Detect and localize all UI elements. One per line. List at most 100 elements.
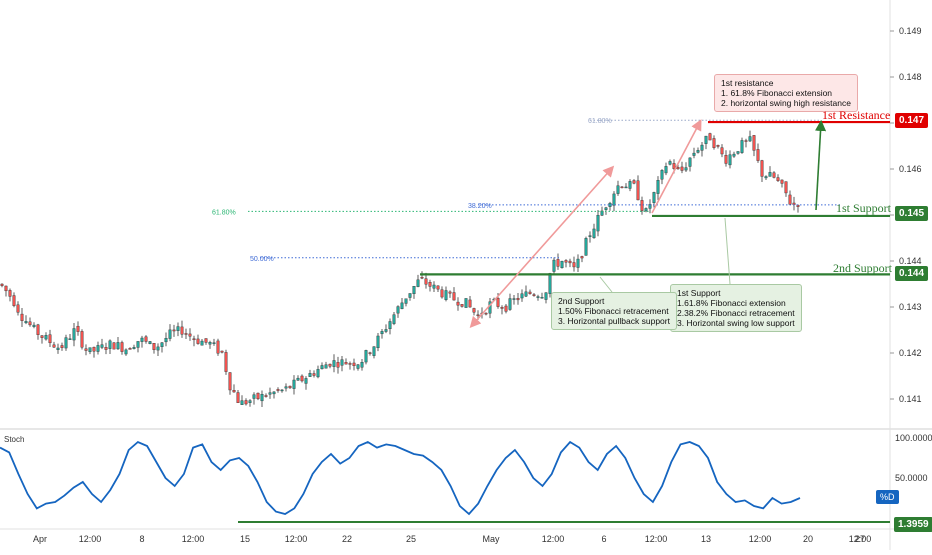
y-tick-label: 0.148 bbox=[899, 72, 922, 82]
candle-body bbox=[752, 135, 756, 151]
candle-body bbox=[244, 400, 248, 405]
candle-body bbox=[364, 350, 368, 363]
candle-body bbox=[292, 379, 296, 389]
support1-note-line: 3. Horizontal swing low support bbox=[677, 318, 795, 328]
candle-body bbox=[536, 296, 540, 298]
candle-body bbox=[228, 372, 232, 391]
support2-note-connector bbox=[599, 276, 613, 293]
candle-body bbox=[40, 335, 44, 338]
candle-body bbox=[108, 340, 112, 349]
candle-body bbox=[84, 348, 88, 351]
candle-body bbox=[580, 256, 584, 259]
candle-body bbox=[672, 163, 676, 169]
candle-body bbox=[404, 298, 408, 304]
candle-body bbox=[576, 258, 580, 268]
candle-body bbox=[764, 176, 768, 179]
candle-body bbox=[184, 333, 188, 335]
candle-body bbox=[196, 338, 200, 344]
candle-body bbox=[164, 338, 168, 343]
candle-body bbox=[28, 321, 32, 326]
support1-note-connector bbox=[724, 217, 731, 285]
y-tick-label: 0.143 bbox=[899, 302, 922, 312]
candle-body bbox=[756, 149, 760, 161]
price-tag-stoch: 1.3959 bbox=[894, 517, 932, 532]
candle-body bbox=[144, 336, 148, 342]
candle-body bbox=[564, 260, 568, 263]
candle-body bbox=[176, 326, 180, 331]
x-tick-label: 6 bbox=[601, 534, 606, 544]
support1-note-line: 1.61.8% Fibonacci extension bbox=[677, 298, 786, 308]
candle-body bbox=[212, 342, 216, 344]
candle-body bbox=[784, 181, 788, 194]
candle-body bbox=[664, 166, 668, 174]
candle-body bbox=[512, 298, 516, 300]
candle-body bbox=[240, 400, 244, 405]
candle-body bbox=[628, 181, 632, 189]
x-tick-label: 25 bbox=[406, 534, 416, 544]
stoch-y-tick-label: 100.0000 bbox=[895, 433, 932, 443]
fib-level-label: 38.20% bbox=[468, 203, 492, 210]
support1-note-line: 2.38.2% Fibonacci retracement bbox=[677, 308, 795, 318]
x-tick-label: 12:00 bbox=[79, 534, 102, 544]
candle-body bbox=[528, 291, 532, 294]
x-tick-label: 12:00 bbox=[749, 534, 772, 544]
price-tag-support2: 0.144 bbox=[895, 266, 929, 281]
candle-body bbox=[676, 167, 680, 170]
candle-body bbox=[720, 147, 724, 155]
candle-body bbox=[232, 390, 236, 393]
candle-body bbox=[368, 352, 372, 354]
level-label-1st-resistance: 1st Resistance bbox=[822, 108, 891, 122]
x-tick-label: 8 bbox=[139, 534, 144, 544]
candle-body bbox=[668, 161, 672, 165]
candle-body bbox=[496, 297, 500, 307]
candle-body bbox=[500, 307, 504, 309]
candle-body bbox=[56, 347, 60, 350]
candle-body bbox=[656, 180, 660, 194]
candle-body bbox=[140, 337, 144, 342]
candle-body bbox=[568, 260, 572, 264]
resistance-note-line: 1. 61.8% Fibonacci extension bbox=[721, 88, 833, 98]
x-tick-label: 22 bbox=[342, 534, 352, 544]
candle-body bbox=[444, 290, 448, 300]
candle-body bbox=[636, 180, 640, 201]
candle-body bbox=[412, 286, 416, 295]
candle-body bbox=[724, 155, 728, 164]
candle-body bbox=[392, 314, 396, 324]
candle-body bbox=[116, 342, 120, 350]
candle-body bbox=[352, 362, 356, 367]
candle-body bbox=[0, 283, 4, 286]
candle-body bbox=[188, 333, 192, 337]
candle-body bbox=[696, 150, 700, 153]
candle-body bbox=[128, 348, 132, 350]
candle-body bbox=[44, 335, 48, 340]
fib-level-label: 61.80% bbox=[212, 209, 236, 216]
candle-body bbox=[472, 308, 476, 313]
candle-body bbox=[304, 378, 308, 384]
candle-body bbox=[24, 321, 28, 324]
x-tick-label: 12:00 bbox=[849, 534, 872, 544]
candle-body bbox=[52, 344, 56, 348]
y-tick-label: 0.142 bbox=[899, 348, 922, 358]
candle-body bbox=[432, 284, 436, 289]
candle-body bbox=[592, 228, 596, 239]
candle-body bbox=[736, 151, 740, 154]
candle-body bbox=[332, 360, 336, 367]
candle-body bbox=[508, 298, 512, 310]
candle-body bbox=[760, 160, 764, 177]
x-tick-label: May bbox=[482, 534, 500, 544]
candle-body bbox=[688, 157, 692, 167]
candle-body bbox=[644, 208, 648, 212]
candle-body bbox=[560, 260, 564, 269]
candle-body bbox=[372, 346, 376, 356]
candle-body bbox=[768, 172, 772, 177]
candle-body bbox=[652, 192, 656, 203]
candle-body bbox=[460, 304, 464, 307]
candle-body bbox=[344, 362, 348, 365]
candle-body bbox=[112, 342, 116, 350]
candle-body bbox=[20, 313, 24, 321]
candle-body bbox=[740, 140, 744, 153]
support2-note: 2nd Support 1.50% Fibonacci retracement … bbox=[551, 292, 677, 330]
candle-body bbox=[312, 373, 316, 376]
